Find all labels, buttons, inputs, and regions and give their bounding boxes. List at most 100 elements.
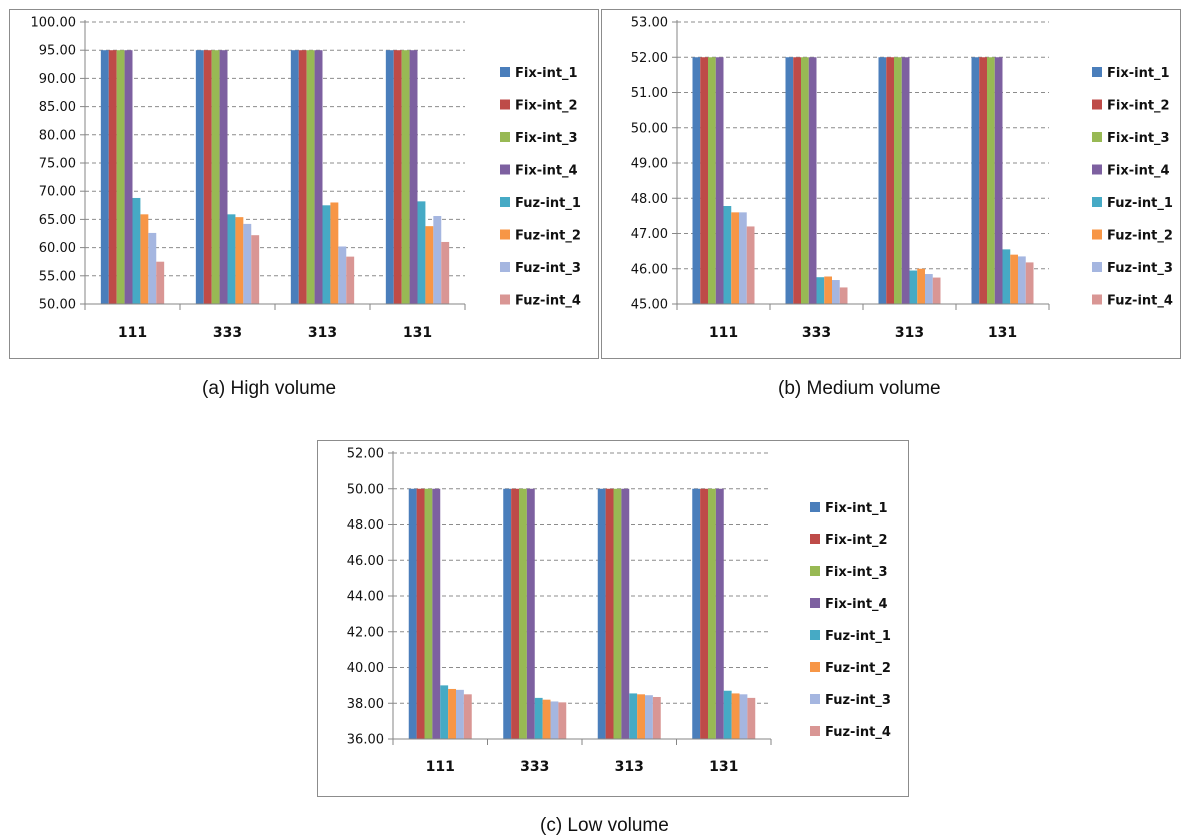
bar [417,201,426,304]
bar [994,57,1003,304]
legend-label: Fix-int_3 [825,565,888,580]
bar [971,57,980,304]
bar [901,57,910,304]
legend-swatch [810,662,820,672]
y-tick-label: 90.00 [39,72,76,87]
bar [503,488,512,739]
legend-swatch [500,132,510,142]
legend-label: Fix-int_1 [825,501,888,516]
bar [519,488,527,739]
bar [987,57,995,304]
bar [393,50,402,305]
x-tick-label: 131 [709,759,738,775]
legend-swatch [1092,197,1102,207]
legend-swatch [1092,99,1102,110]
legend-label: Fix-int_4 [825,597,888,612]
bar [652,696,661,739]
legend-label: Fix-int_4 [1107,164,1170,179]
bar [816,277,825,304]
y-tick-label: 52.00 [347,447,384,462]
legend-label: Fuz-int_3 [515,261,581,276]
legend-swatch [500,294,510,305]
caption-medium-volume: (b) Medium volume [778,378,941,399]
x-tick-label: 333 [802,325,831,341]
bar [330,202,339,304]
y-tick-label: 48.00 [347,518,384,533]
y-tick-label: 51.00 [631,86,668,101]
bar [597,488,606,739]
bar [692,57,701,304]
legend-swatch [810,726,820,736]
bar [917,268,925,304]
bar [731,212,739,304]
y-tick-label: 46.00 [347,554,384,569]
bar [306,50,315,305]
bar [747,697,756,739]
legend-swatch [810,534,820,544]
bar [440,685,449,739]
bar [613,488,622,739]
chart-medium-volume: 45.00 46.00 47.00 48.00 49.00 50.00 51.00 52.00… [601,9,1181,359]
x-tick-label: 333 [520,759,549,775]
bar [886,57,894,304]
legend-swatch [810,694,820,704]
bar [605,488,614,739]
legend-swatch [1092,132,1102,142]
y-tick-label: 80.00 [39,128,76,143]
legend-label: Fix-int_4 [515,164,578,179]
legend-label: Fix-int_2 [515,99,578,114]
bar [203,50,212,305]
bar [156,261,165,304]
y-tick-label: 47.00 [631,227,668,242]
chart-high-volume: 50.00 55.00 60.00 65.00 70.00 75.00 80.00 85.00… [9,9,599,359]
bar [723,206,732,304]
y-tick-label: 55.00 [39,269,76,284]
bar [925,274,933,304]
legend-swatch [1092,67,1102,77]
y-tick-label: 75.00 [39,157,76,172]
bar [433,216,442,304]
legend-swatch [500,262,510,272]
bar [637,694,645,739]
legend-label: Fuz-int_1 [825,629,891,644]
bar [708,57,716,304]
bar [909,270,918,304]
bar [441,241,450,304]
legend-swatch [810,566,820,576]
y-tick-label: 100.00 [31,16,77,31]
y-tick-label: 52.00 [631,51,668,66]
bar [746,226,755,304]
legend-label: Fuz-int_2 [1107,229,1173,244]
legend-label: Fuz-int_2 [825,661,891,676]
bar [700,488,708,739]
chart-low-volume-plot: 36.00 38.00 40.00 42.00 44.00 46.00 48.00 50.00… [347,447,891,776]
bar [219,50,228,305]
legend-label: Fuz-int_4 [825,725,891,740]
legend-label: Fuz-int_4 [515,294,581,309]
legend-label: Fuz-int_1 [515,196,581,211]
legend-swatch [500,197,510,207]
legend-swatch [1092,164,1102,175]
y-tick-label: 46.00 [631,262,668,277]
bar [251,235,260,304]
bar [801,57,809,304]
bar [715,57,724,304]
y-tick-label: 70.00 [39,185,76,200]
bar [700,57,708,304]
bar [227,214,236,304]
bar [456,689,464,739]
bar [739,212,747,304]
bar [195,50,204,305]
bar [425,226,434,304]
bar [235,217,244,304]
bar [932,277,941,304]
chart-high-volume-plot: 50.00 55.00 60.00 65.00 70.00 75.00 80.00 85.00… [31,16,581,342]
bar [116,50,125,305]
bar [132,197,141,304]
bar [424,488,433,739]
y-tick-label: 40.00 [347,661,384,676]
bar [808,57,817,304]
bar [463,694,472,739]
bar [346,256,355,304]
bar [338,246,347,304]
